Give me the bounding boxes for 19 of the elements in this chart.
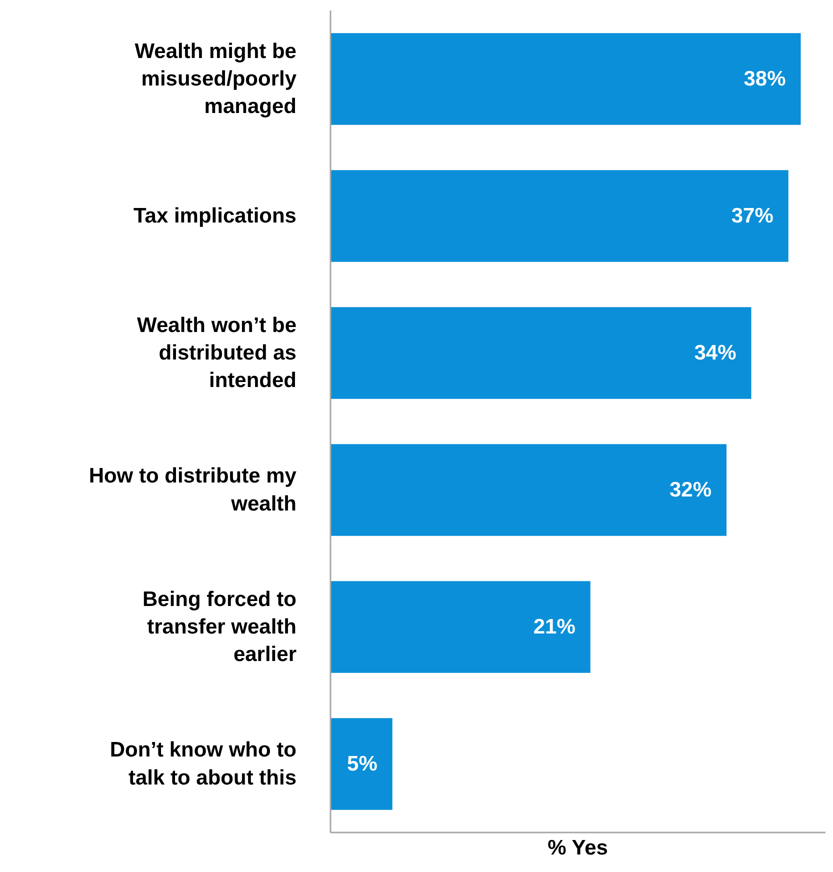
x-axis-title: % Yes	[548, 836, 608, 860]
data-label: 21%	[533, 616, 576, 638]
y-tick-label: Wealth might be misused/poorly managed	[134, 40, 297, 118]
y-tick-label: Wealth won’t be distributed as intended	[137, 314, 297, 392]
bar	[330, 444, 726, 536]
bar	[330, 718, 392, 810]
y-tick-label: Being forced to transfer wealth earlier	[142, 588, 297, 666]
data-label: 5%	[347, 752, 378, 776]
bar	[330, 307, 752, 399]
y-tick-label: Don’t know who to talk to about this	[110, 738, 297, 790]
bar	[330, 33, 801, 125]
y-tick-label: How to distribute my wealth	[88, 464, 297, 516]
data-label: 32%	[669, 478, 712, 502]
bar	[330, 170, 788, 262]
data-label: 37%	[731, 204, 774, 228]
bar	[330, 581, 590, 673]
y-tick-label: Tax implications	[134, 204, 297, 228]
data-label: 34%	[694, 342, 737, 364]
data-label: 38%	[744, 68, 786, 90]
